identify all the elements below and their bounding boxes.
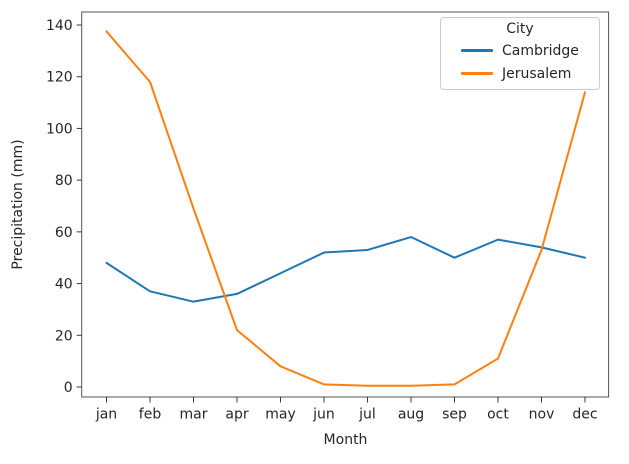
x-tick-label: sep	[442, 407, 467, 423]
y-tick-label: 60	[55, 225, 73, 241]
x-tick-label: oct	[487, 407, 509, 423]
cambridge-line	[105, 236, 586, 303]
legend-label-cambridge: Cambridge	[502, 42, 579, 59]
x-tick-label: jul	[358, 407, 376, 423]
x-axis-label: Month	[323, 432, 368, 448]
cambridge-line-swatch	[461, 49, 493, 52]
y-tick-label: 80	[55, 173, 73, 189]
legend-item-cambridge: Cambridge	[447, 41, 593, 60]
x-tick-label: jan	[95, 407, 117, 423]
axes-box	[81, 11, 610, 398]
x-tick-label: apr	[225, 407, 248, 423]
y-tick-label: 20	[55, 328, 73, 344]
x-tick-label: aug	[398, 407, 424, 423]
y-tick-label: 140	[46, 18, 73, 34]
y-axis-label: Precipitation (mm)	[10, 139, 26, 270]
y-tick-label: 40	[55, 277, 73, 293]
x-tick-label: may	[265, 407, 296, 423]
jerusalem-line	[105, 30, 586, 387]
x-tick-label: dec	[572, 407, 597, 423]
legend-title: City	[506, 21, 534, 37]
y-tick-label: 100	[46, 121, 73, 137]
y-tick-label: 0	[64, 380, 73, 396]
y-tick-label: 120	[46, 70, 73, 86]
x-tick-label: feb	[139, 407, 162, 423]
legend-item-jerusalem: Jerusalem	[447, 64, 593, 83]
x-tick-label: mar	[180, 407, 208, 423]
x-tick-label: jun	[312, 407, 335, 423]
x-tick-label: nov	[529, 407, 555, 423]
legend: City Cambridge Jerusalem	[440, 17, 600, 90]
jerusalem-line-swatch	[461, 72, 493, 75]
legend-label-jerusalem: Jerusalem	[502, 65, 572, 82]
